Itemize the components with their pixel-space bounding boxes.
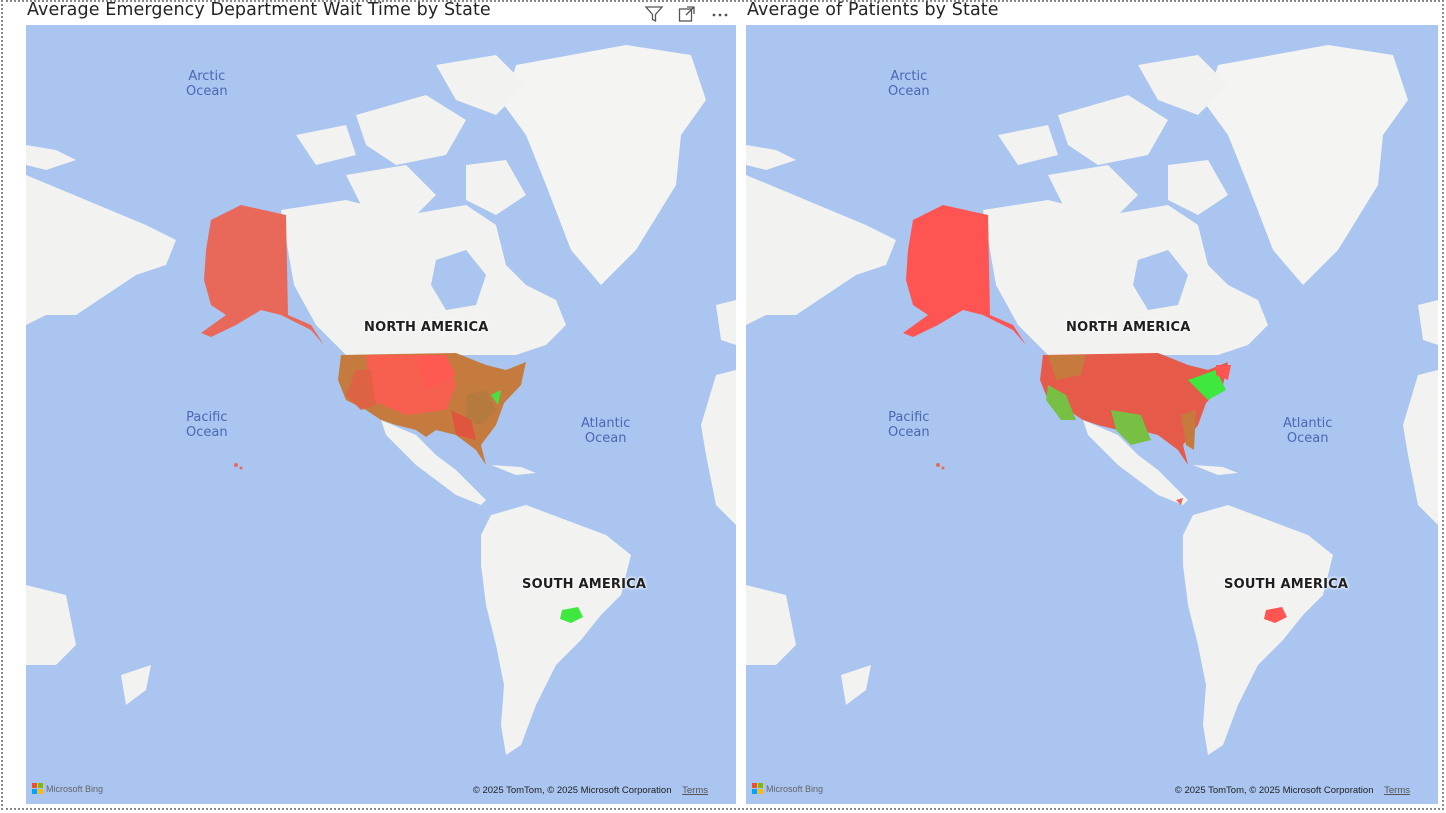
visual-wait-time-map[interactable]: Average Emergency Department Wait Time b… <box>24 0 736 804</box>
basemap <box>746 45 1438 755</box>
microsoft-logo-icon <box>32 783 43 794</box>
filter-icon[interactable] <box>642 2 666 26</box>
map-canvas[interactable]: Arctic Ocean Pacific Ocean Atlantic Ocean N… <box>26 25 736 804</box>
more-options-icon[interactable] <box>708 2 732 26</box>
atlantic-ocean-label: Atlantic Ocean <box>581 416 631 446</box>
focus-mode-icon[interactable] <box>675 2 699 26</box>
north-america-label: NORTH AMERICA <box>364 320 489 335</box>
map-attribution: © 2025 TomTom, © 2025 Microsoft Corporat… <box>1175 785 1410 796</box>
arctic-ocean-label: Arctic Ocean <box>888 69 930 99</box>
arctic-ocean-label: Arctic Ocean <box>186 69 228 99</box>
provider-text: Microsoft Bing <box>46 783 104 794</box>
bing-logo: Microsoft Bing <box>32 783 103 794</box>
visual-title: Average of Patients by State <box>747 0 999 20</box>
visual-patients-map[interactable]: Average of Patients by State <box>744 0 1438 804</box>
map-canvas[interactable]: Arctic Ocean Pacific Ocean Atlantic Ocean N… <box>746 25 1438 804</box>
terms-link[interactable]: Terms <box>682 785 708 796</box>
south-america-label: SOUTH AMERICA <box>522 577 647 592</box>
terms-link[interactable]: Terms <box>1384 785 1410 796</box>
pacific-ocean-label: Pacific Ocean <box>888 410 930 440</box>
microsoft-logo-icon <box>752 783 763 794</box>
copyright-text: © 2025 TomTom, © 2025 Microsoft Corporat… <box>472 785 672 796</box>
copyright-text: © 2025 TomTom, © 2025 Microsoft Corporat… <box>1174 785 1374 796</box>
north-america-label: NORTH AMERICA <box>1066 320 1191 335</box>
visual-header-toolbar <box>638 2 736 26</box>
atlantic-ocean-label: Atlantic Ocean <box>1283 416 1333 446</box>
pacific-ocean-label: Pacific Ocean <box>186 410 228 440</box>
visual-title: Average Emergency Department Wait Time b… <box>27 0 491 20</box>
provider-text: Microsoft Bing <box>766 783 824 794</box>
map-attribution: © 2025 TomTom, © 2025 Microsoft Corporat… <box>473 785 708 796</box>
south-america-label: SOUTH AMERICA <box>1224 577 1349 592</box>
basemap <box>26 45 736 755</box>
bing-logo: Microsoft Bing <box>752 783 823 794</box>
